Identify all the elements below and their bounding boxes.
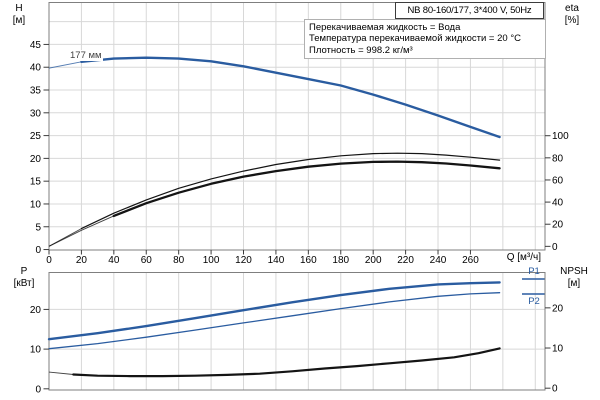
curve-lead-npsh — [48, 371, 74, 375]
plot-frame — [48, 2, 546, 251]
right-tick-label: 10 — [552, 344, 564, 355]
x-tick-label: 80 — [173, 255, 185, 266]
curve-eta-total — [80, 152, 501, 230]
pump-model-title: NB 80-160/177, 3*400 V, 50Hz — [395, 2, 544, 19]
eta-axis-label: eta [%] — [551, 3, 593, 26]
left-tick-label: 0 — [35, 245, 41, 256]
x-tick-label: 220 — [397, 255, 414, 266]
left-tick-label: 35 — [30, 86, 42, 97]
left-tick-label: 20 — [30, 154, 42, 165]
curve-p1 — [47, 281, 501, 341]
right-tick-label: 0 — [552, 242, 558, 253]
x-tick-label: 120 — [235, 255, 252, 266]
p-axis-unit: [кВт] — [13, 277, 35, 289]
eta-axis-name: eta — [565, 3, 579, 14]
npsh-axis-unit: [м] — [567, 277, 581, 289]
x-tick-label: 180 — [332, 255, 349, 266]
npsh-axis-label: NPSH [м] — [550, 266, 598, 289]
x-tick-label: 260 — [462, 255, 479, 266]
left-tick-label: 15 — [30, 177, 42, 188]
curve-lead-eta-pump — [48, 215, 114, 247]
left-tick-label: 0 — [35, 384, 41, 395]
left-tick-label: 30 — [30, 108, 42, 119]
curve-eta-pump — [112, 160, 501, 218]
right-tick-label: 20 — [552, 303, 564, 314]
x-tick-label: 0 — [46, 255, 52, 266]
right-tick-label: 80 — [552, 153, 564, 164]
curve-lead-h-impeller-177-мм — [48, 61, 82, 69]
left-tick-label: 20 — [30, 305, 42, 316]
condition-temperature: Температура перекачиваемой жидкости = 20… — [309, 33, 521, 45]
q-axis-label: Q [м³/ч] — [506, 252, 541, 263]
x-tick-label: 60 — [141, 255, 153, 266]
left-tick-label: 45 — [30, 40, 42, 51]
h-axis-unit: [м] — [12, 14, 26, 26]
conditions-box: Перекачиваемая жидкость = Вода Температу… — [304, 19, 546, 59]
x-tick-label: 20 — [76, 255, 88, 266]
plot-frame — [48, 272, 546, 391]
condition-density: Плотность = 998.2 кг/м³ — [309, 44, 413, 56]
h-axis-label: H [м] — [3, 3, 35, 26]
npsh-axis-name: NPSH — [560, 266, 588, 277]
right-tick-label: 20 — [552, 220, 564, 231]
p2-curve-label: P2 — [528, 296, 540, 307]
left-tick-label: 10 — [30, 199, 42, 210]
right-tick-label: 0 — [552, 384, 558, 395]
x-tick-label: 240 — [430, 255, 447, 266]
x-tick-label: 140 — [268, 255, 285, 266]
curve-p2 — [48, 292, 501, 350]
x-tick-label: 160 — [300, 255, 317, 266]
curve-h-impeller-177-мм — [80, 56, 501, 139]
eta-axis-unit: [%] — [564, 14, 580, 26]
p1-curve-label: P1 — [528, 266, 540, 277]
p-axis-label: P [кВт] — [3, 266, 45, 289]
p-axis-name: P — [20, 266, 28, 277]
x-tick-label: 40 — [108, 255, 120, 266]
left-tick-label: 40 — [30, 63, 42, 74]
condition-fluid: Перекачиваемая жидкость = Вода — [309, 22, 461, 33]
right-tick-label: 40 — [552, 198, 564, 209]
left-tick-label: 25 — [30, 131, 42, 142]
h-axis-name: H — [15, 3, 23, 14]
impeller-diameter-label: 177 мм — [69, 50, 103, 61]
right-tick-label: 60 — [552, 175, 564, 186]
left-tick-label: 5 — [35, 222, 41, 233]
x-tick-label: 200 — [365, 255, 382, 266]
x-tick-label: 100 — [203, 255, 220, 266]
curve-npsh — [72, 347, 501, 378]
right-tick-label: 100 — [552, 131, 569, 142]
left-tick-label: 10 — [30, 345, 42, 356]
